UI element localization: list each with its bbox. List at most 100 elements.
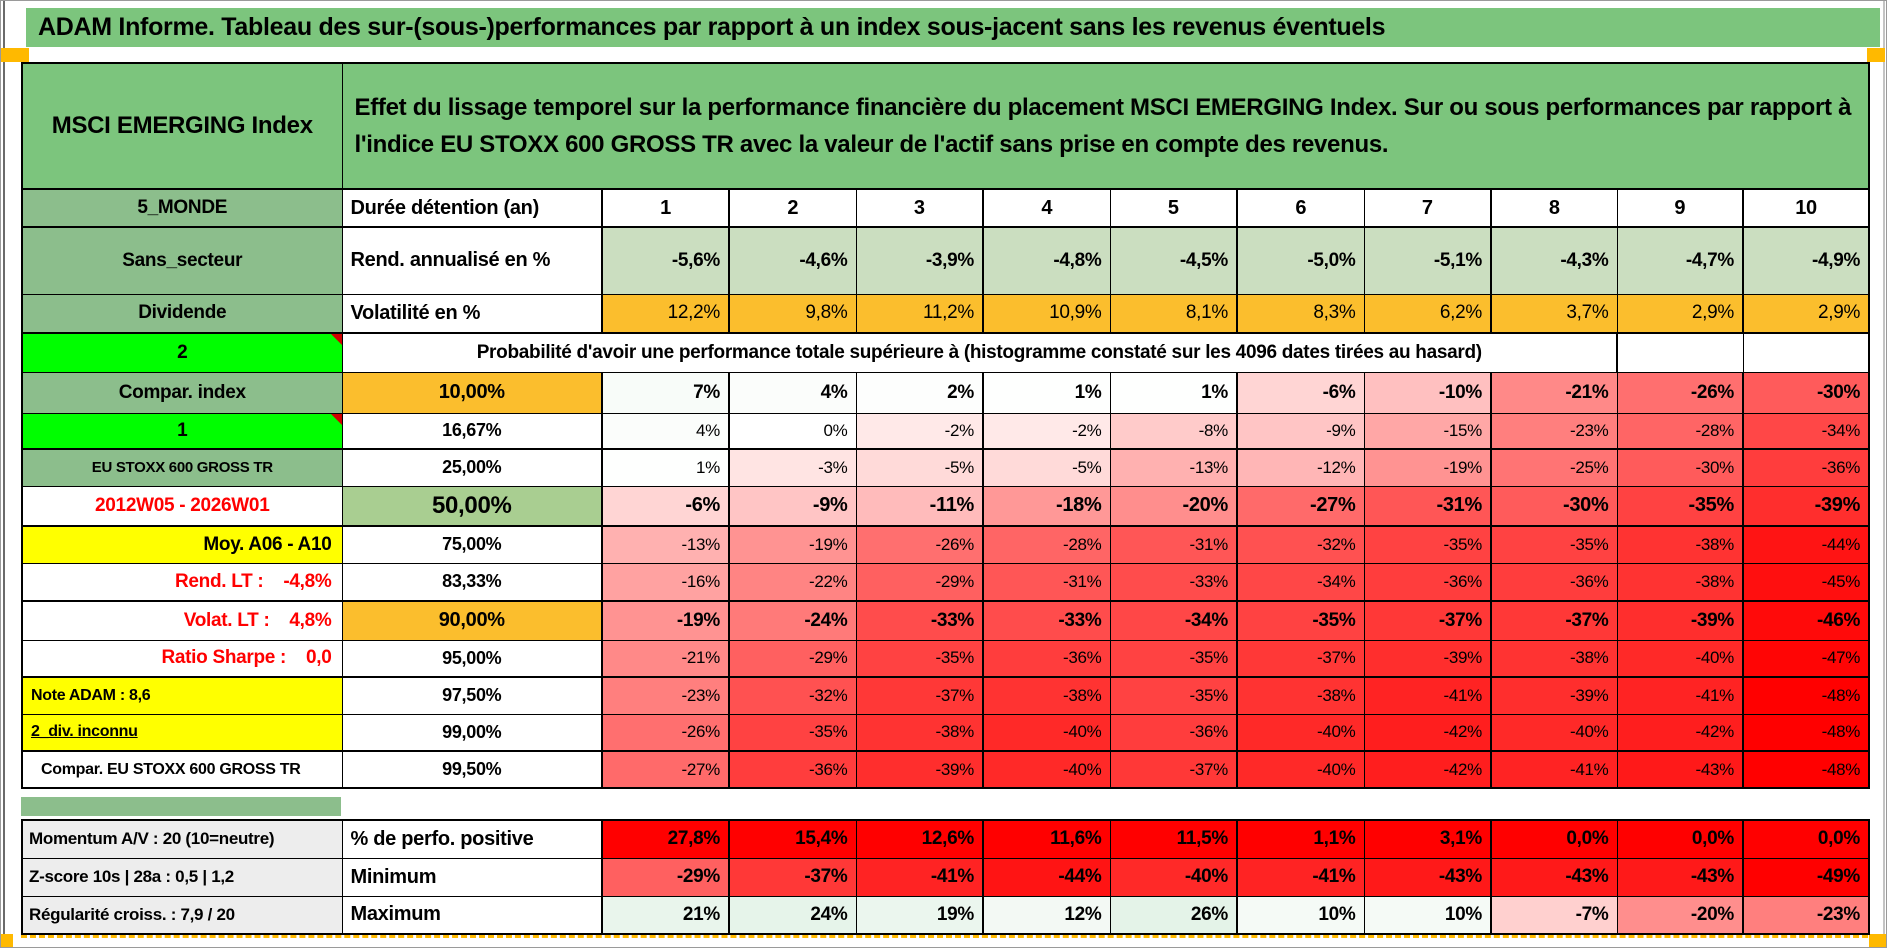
prob-value-cell[interactable]: -42%	[1363, 713, 1492, 752]
prob-value-cell[interactable]: -24%	[728, 600, 857, 641]
summary-value-cell[interactable]: -44%	[982, 857, 1111, 897]
prob-value-cell[interactable]: -39%	[1490, 676, 1618, 715]
prob-value-cell[interactable]: -38%	[982, 676, 1111, 715]
prob-value-cell[interactable]: -39%	[1616, 600, 1744, 641]
duration-col-header[interactable]: 9	[1616, 188, 1744, 228]
prob-value-cell[interactable]: -21%	[1490, 371, 1618, 414]
prob-value-cell[interactable]: -47%	[1742, 639, 1870, 678]
summary-row-label[interactable]: Momentum A/V : 20 (10=neutre)	[21, 819, 343, 859]
prob-row-label[interactable]: EU STOXX 600 GROSS TR	[21, 448, 343, 487]
prob-value-cell[interactable]: -23%	[601, 676, 730, 715]
prob-value-cell[interactable]: -19%	[1363, 448, 1492, 487]
prob-value-cell[interactable]: -35%	[1616, 485, 1744, 527]
prob-value-cell[interactable]: -36%	[982, 639, 1111, 678]
vol-value-cell[interactable]: 6,2%	[1363, 293, 1492, 334]
prob-value-cell[interactable]: -28%	[982, 525, 1111, 564]
prob-value-cell[interactable]: -31%	[1109, 525, 1238, 564]
prob-row-label[interactable]: 2012W05 - 2026W01	[21, 485, 343, 527]
prob-value-cell[interactable]: -37%	[1236, 639, 1365, 678]
summary-value-cell[interactable]: 12,6%	[855, 819, 984, 859]
vol-value-cell[interactable]: 9,8%	[728, 293, 857, 334]
prob-value-cell[interactable]: -33%	[982, 600, 1111, 641]
prob-value-cell[interactable]: -32%	[1236, 525, 1365, 564]
prob-value-cell[interactable]: -36%	[1109, 713, 1238, 752]
prob-value-cell[interactable]: -43%	[1616, 750, 1744, 789]
prob-value-cell[interactable]: -44%	[1742, 525, 1870, 564]
prob-value-cell[interactable]: -40%	[1236, 750, 1365, 789]
prob-value-cell[interactable]: -42%	[1363, 750, 1492, 789]
rend-value-cell[interactable]: -4,6%	[728, 226, 857, 295]
vol-value-cell[interactable]: 2,9%	[1616, 293, 1744, 334]
prob-value-cell[interactable]: -13%	[1109, 448, 1238, 487]
asset-name-cell[interactable]: MSCI EMERGING Index	[21, 62, 343, 190]
percentile-cell[interactable]: 16,67%	[341, 412, 603, 450]
prob-value-cell[interactable]: -30%	[1490, 485, 1618, 527]
duration-metric-label[interactable]: Durée détention (an)	[341, 188, 603, 228]
summary-value-cell[interactable]: 1,1%	[1236, 819, 1365, 859]
summary-value-cell[interactable]: 27,8%	[601, 819, 730, 859]
prob-value-cell[interactable]: -35%	[1490, 525, 1618, 564]
vol-value-cell[interactable]: 11,2%	[855, 293, 984, 334]
percentile-cell[interactable]: 95,00%	[341, 639, 603, 678]
summary-value-cell[interactable]: 15,4%	[728, 819, 857, 859]
prob-row-label[interactable]: Compar. index	[21, 371, 343, 414]
prob-row-label[interactable]: Volat. LT : 4,8%	[21, 600, 343, 641]
summary-value-cell[interactable]: -41%	[1236, 857, 1365, 897]
vol-value-cell[interactable]: 2,9%	[1742, 293, 1870, 334]
summary-value-cell[interactable]: -43%	[1616, 857, 1744, 897]
prob-value-cell[interactable]: -6%	[601, 485, 730, 527]
prob-value-cell[interactable]: -8%	[1109, 412, 1238, 450]
prob-value-cell[interactable]: -35%	[855, 639, 984, 678]
vol-value-cell[interactable]: 12,2%	[601, 293, 730, 334]
vol-value-cell[interactable]: 8,3%	[1236, 293, 1365, 334]
prob-value-cell[interactable]: -35%	[1236, 600, 1365, 641]
prob-value-cell[interactable]: -35%	[1109, 676, 1238, 715]
prob-value-cell[interactable]: -31%	[982, 562, 1111, 602]
summary-value-cell[interactable]: -29%	[601, 857, 730, 897]
prob-value-cell[interactable]: -36%	[1363, 562, 1492, 602]
summary-value-cell[interactable]: 0,0%	[1616, 819, 1744, 859]
prob-value-cell[interactable]: -26%	[1616, 371, 1744, 414]
duration-col-header[interactable]: 8	[1490, 188, 1618, 228]
prob-value-cell[interactable]: -27%	[601, 750, 730, 789]
summary-value-cell[interactable]: -37%	[728, 857, 857, 897]
prob-value-cell[interactable]: -33%	[855, 600, 984, 641]
summary-metric-label[interactable]: % de perfo. positive	[341, 819, 603, 859]
summary-value-cell[interactable]: -40%	[1109, 857, 1238, 897]
summary-row-label[interactable]: Régularité croiss. : 7,9 / 20	[21, 895, 343, 935]
prob-value-cell[interactable]: -48%	[1742, 713, 1870, 752]
summary-value-cell[interactable]: 26%	[1109, 895, 1238, 935]
prob-row-label[interactable]: Moy. A06 - A10	[21, 525, 343, 564]
prob-value-cell[interactable]: -22%	[728, 562, 857, 602]
vol-value-cell[interactable]: 8,1%	[1109, 293, 1238, 334]
prob-value-cell[interactable]: -40%	[1490, 713, 1618, 752]
prob-value-cell[interactable]: -18%	[982, 485, 1111, 527]
percentile-cell[interactable]: 97,50%	[341, 676, 603, 715]
prob-value-cell[interactable]: -25%	[1490, 448, 1618, 487]
percentile-cell[interactable]: 83,33%	[341, 562, 603, 602]
prob-value-cell[interactable]: -38%	[1616, 525, 1744, 564]
empty-cell[interactable]	[1742, 332, 1870, 373]
prob-value-cell[interactable]: -19%	[728, 525, 857, 564]
row-label-5-monde[interactable]: 5_MONDE	[21, 188, 343, 228]
prob-value-cell[interactable]: -5%	[982, 448, 1111, 487]
prob-value-cell[interactable]: -35%	[728, 713, 857, 752]
prob-value-cell[interactable]: -40%	[982, 713, 1111, 752]
percentile-cell[interactable]: 99,00%	[341, 713, 603, 752]
prob-value-cell[interactable]: -37%	[1490, 600, 1618, 641]
percentile-cell[interactable]: 99,50%	[341, 750, 603, 789]
rend-value-cell[interactable]: -4,5%	[1109, 226, 1238, 295]
prob-value-cell[interactable]: 1%	[1109, 371, 1238, 414]
duration-col-header[interactable]: 1	[601, 188, 730, 228]
prob-value-cell[interactable]: -29%	[728, 639, 857, 678]
prob-row-label[interactable]: Compar. EU STOXX 600 GROSS TR	[21, 750, 343, 789]
rend-value-cell[interactable]: -3,9%	[855, 226, 984, 295]
prob-value-cell[interactable]: -20%	[1109, 485, 1238, 527]
prob-value-cell[interactable]: -19%	[601, 600, 730, 641]
prob-value-cell[interactable]: -41%	[1363, 676, 1492, 715]
prob-value-cell[interactable]: -40%	[1236, 713, 1365, 752]
rend-value-cell[interactable]: -4,9%	[1742, 226, 1870, 295]
prob-value-cell[interactable]: -29%	[855, 562, 984, 602]
rend-value-cell[interactable]: -4,8%	[982, 226, 1111, 295]
prob-value-cell[interactable]: -38%	[1236, 676, 1365, 715]
